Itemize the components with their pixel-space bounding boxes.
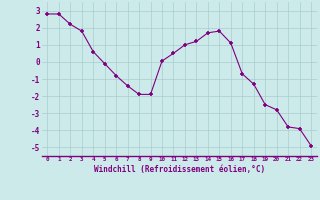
X-axis label: Windchill (Refroidissement éolien,°C): Windchill (Refroidissement éolien,°C): [94, 165, 265, 174]
